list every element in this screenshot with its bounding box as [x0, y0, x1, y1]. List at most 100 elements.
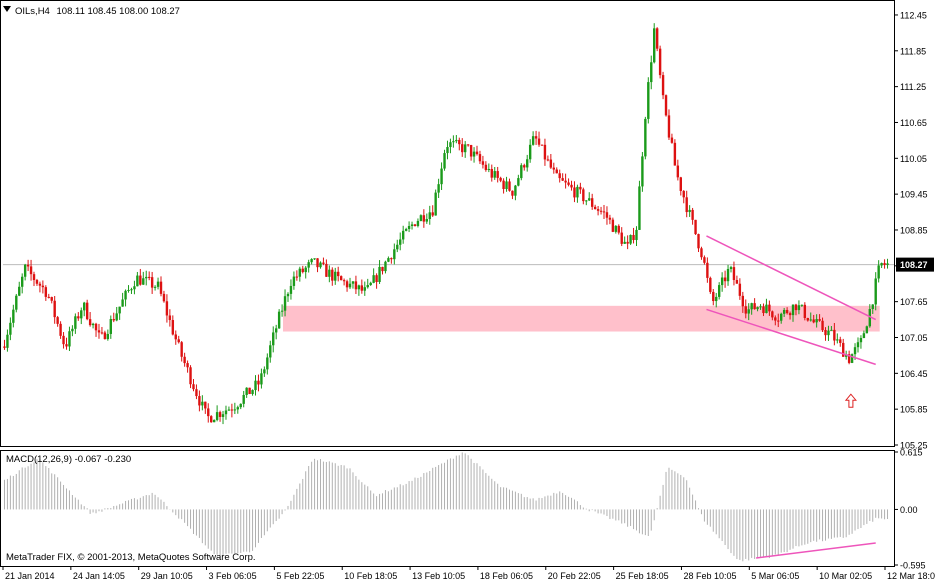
- candle-body: [218, 412, 222, 417]
- candle: [139, 268, 142, 286]
- candle: [859, 335, 863, 349]
- price-axis: 112.45 111.85 111.25 110.65 110.05 109.45 108.…: [894, 10, 934, 451]
- candle: [788, 311, 792, 320]
- candle: [726, 264, 730, 286]
- candle: [558, 169, 561, 183]
- candle: [100, 326, 104, 335]
- candle: [653, 23, 656, 64]
- candle-body: [257, 380, 260, 385]
- candle-body: [520, 165, 523, 179]
- candle-body: [729, 267, 733, 269]
- candle-body: [124, 290, 127, 300]
- candle: [626, 235, 629, 250]
- candle-body: [874, 278, 877, 305]
- candle: [762, 303, 765, 317]
- candle-body: [759, 306, 762, 308]
- candle-body: [732, 267, 736, 281]
- candle-body: [653, 28, 656, 63]
- candle-body: [272, 332, 275, 346]
- time-tick-label: 21 Jan 2014: [5, 571, 55, 581]
- candles: [3, 23, 889, 425]
- candle-body: [715, 296, 718, 302]
- candle-body: [118, 306, 121, 314]
- candle-body: [842, 342, 845, 357]
- candle: [357, 284, 361, 296]
- candle-body: [295, 276, 299, 278]
- symbol-label: OILs,H4 108.11 108.45 108.00 108.27: [15, 6, 180, 17]
- candle: [319, 261, 322, 269]
- candle: [780, 312, 783, 324]
- candle-body: [434, 192, 437, 216]
- candle: [744, 299, 747, 319]
- candle-body: [215, 412, 219, 420]
- candle: [18, 281, 21, 297]
- candle: [68, 326, 71, 352]
- candle: [384, 260, 387, 274]
- candle-body: [410, 224, 414, 227]
- candle-body: [744, 306, 747, 314]
- time-axis: 21 Jan 2014 24 Jan 14:05 29 Jan 10:05 3 Feb…: [2, 566, 935, 581]
- candle: [774, 315, 777, 326]
- candle-body: [431, 212, 434, 216]
- macd-tick-label: 0.615: [900, 448, 923, 458]
- candle-body: [9, 322, 12, 335]
- candle-body: [147, 276, 151, 278]
- candle-body: [109, 319, 112, 334]
- candle: [26, 259, 30, 272]
- candle: [768, 300, 771, 316]
- candle: [608, 214, 612, 225]
- candle: [694, 219, 697, 235]
- candle: [168, 309, 172, 327]
- candle: [691, 207, 694, 225]
- candle: [242, 390, 245, 408]
- candle-body: [357, 285, 361, 290]
- candle: [620, 227, 623, 247]
- candle-body: [91, 323, 95, 326]
- candle: [812, 314, 815, 324]
- candle-body: [886, 263, 889, 265]
- candle: [709, 276, 712, 294]
- candle: [455, 135, 458, 144]
- candle-body: [871, 304, 874, 310]
- price-tick-label: 110.05: [900, 154, 927, 164]
- candle: [505, 176, 508, 192]
- candle: [741, 291, 745, 313]
- candle-body: [156, 281, 160, 287]
- candle: [809, 312, 812, 322]
- candle-body: [850, 354, 854, 363]
- candle: [735, 275, 739, 284]
- candle: [706, 257, 709, 283]
- candle-body: [127, 289, 130, 291]
- candle: [632, 227, 635, 244]
- candle: [523, 163, 526, 171]
- candle-body: [399, 239, 402, 245]
- candle: [227, 406, 231, 411]
- candle: [697, 233, 700, 253]
- candle: [345, 279, 349, 292]
- candle: [292, 271, 296, 290]
- candle: [446, 140, 449, 160]
- candle-body: [103, 332, 107, 340]
- candle-body: [466, 144, 470, 146]
- candle-body: [396, 244, 399, 250]
- candle-body: [337, 271, 340, 277]
- candle-body: [617, 225, 620, 233]
- candle-body: [502, 180, 505, 190]
- candle-body: [68, 331, 71, 347]
- candle-body: [50, 297, 53, 301]
- candle: [682, 190, 685, 204]
- candle: [794, 303, 798, 316]
- candle-body: [416, 220, 420, 226]
- collapse-triangle-icon[interactable]: [3, 6, 11, 12]
- candle-body: [53, 300, 56, 318]
- candle-body: [393, 249, 396, 260]
- candle: [806, 317, 809, 322]
- candle: [771, 310, 774, 321]
- candle: [118, 306, 121, 320]
- candle: [23, 263, 27, 281]
- candle: [588, 192, 591, 202]
- candle: [401, 225, 405, 244]
- candle-body: [245, 387, 248, 395]
- candle: [499, 176, 502, 183]
